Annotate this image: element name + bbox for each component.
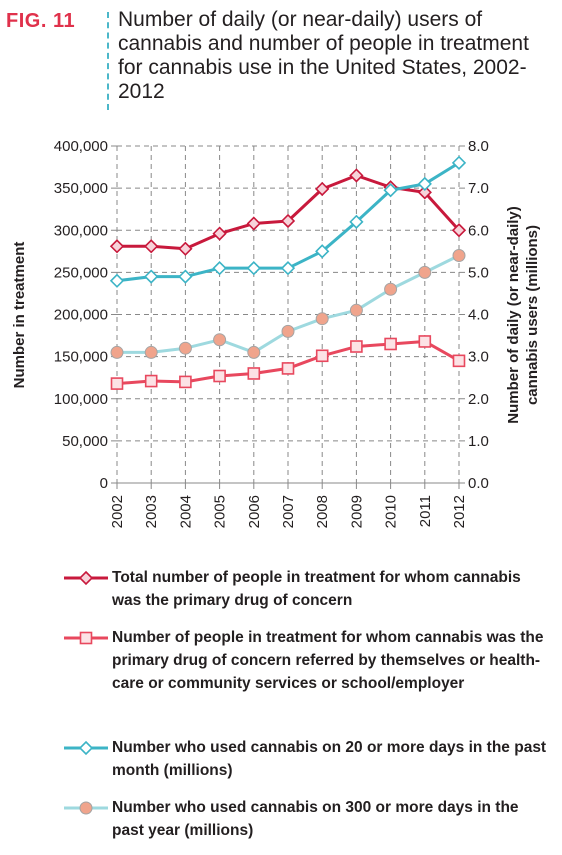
data-point-total-treatment: [349, 168, 364, 183]
y-tick-label: 250,000: [54, 264, 108, 281]
y2-axis-title-line: cannabis users (millions): [524, 225, 541, 405]
data-point-monthly-users: [451, 155, 467, 170]
y2-tick-label: 8.0: [468, 138, 489, 155]
data-point-referred-treatment: [384, 337, 397, 351]
data-point-monthly-users: [315, 244, 330, 259]
data-point-yearly-users: [110, 345, 124, 359]
y-tick-label: 50,000: [62, 433, 108, 450]
data-point-monthly-users: [212, 261, 227, 276]
series-yearly-users: [110, 249, 466, 359]
chart-title: Number of daily (or near-daily) users of…: [118, 8, 529, 103]
x-tick-label: 2003: [143, 495, 160, 528]
tick-labels: 0 0.0 50,000 1.0 100,000 2.0 150,000 3.0 200,000…: [54, 138, 489, 528]
data-point-total-treatment: [109, 239, 125, 254]
data-point-monthly-users: [109, 273, 125, 288]
y-tick-label: 100,000: [54, 391, 108, 408]
data-point-monthly-users: [349, 214, 364, 229]
axes: [111, 145, 465, 489]
x-tick-label: 2002: [109, 495, 126, 528]
title-divider: [107, 12, 109, 110]
x-tick-label: 2012: [451, 495, 468, 528]
y-tick-label: 150,000: [54, 349, 108, 366]
data-point-yearly-users: [247, 345, 261, 359]
legend-swatch-referred-treatment: [64, 631, 108, 645]
legend-label-monthly-users: Number who used cannabis on 20 or more d…: [112, 739, 547, 779]
data-point-yearly-users: [349, 303, 363, 317]
y2-tick-label: 4.0: [468, 307, 489, 324]
data-point-total-treatment: [178, 241, 193, 256]
data-point-referred-treatment: [418, 335, 432, 348]
y-tick-label: 350,000: [54, 180, 108, 197]
y-tick-label: 300,000: [54, 222, 108, 239]
legend-swatch-monthly-users: [64, 740, 108, 756]
legend-marker: [78, 740, 94, 756]
figure-label: FIG. 11: [6, 10, 76, 32]
line-chart: 0 0.0 50,000 1.0 100,000 2.0 150,000 3.0 200,000…: [11, 138, 541, 528]
y2-tick-label: 1.0: [468, 433, 489, 450]
data-point-total-treatment: [315, 181, 330, 197]
legend-label-total-treatment: Total number of people in treatment for …: [112, 569, 521, 609]
x-tick-label: 2006: [246, 495, 263, 528]
data-point-referred-treatment: [110, 377, 124, 390]
series-referred-treatment: [110, 335, 466, 390]
data-point-yearly-users: [281, 324, 295, 338]
data-point-yearly-users: [178, 341, 192, 355]
data-point-monthly-users: [144, 269, 159, 284]
legend-label-yearly-users: Number who used cannabis on 300 or more …: [112, 799, 519, 839]
y2-tick-label: 2.0: [468, 391, 489, 408]
data-point-referred-treatment: [350, 340, 363, 353]
data-point-monthly-users: [417, 176, 432, 192]
y-axis-title: Number in treatment: [11, 242, 28, 389]
data-point-monthly-users: [280, 261, 296, 276]
y2-tick-label: 5.0: [468, 264, 489, 281]
data-point-total-treatment: [451, 223, 467, 238]
data-point-monthly-users: [383, 183, 398, 198]
legend-marker: [78, 570, 94, 586]
x-tick-label: 2008: [314, 495, 331, 528]
data-point-referred-treatment: [315, 349, 329, 363]
x-tick-label: 2005: [212, 495, 229, 528]
data-point-total-treatment: [280, 213, 296, 229]
y-tick-label: 200,000: [54, 307, 108, 324]
data-point-yearly-users: [418, 265, 432, 279]
legend-marker: [79, 801, 93, 815]
data-point-yearly-users: [315, 312, 329, 326]
legend-swatch-yearly-users: [64, 801, 108, 815]
x-tick-label: 2004: [177, 495, 194, 528]
legend-marker: [79, 631, 93, 645]
data-point-referred-treatment: [247, 367, 261, 380]
data-point-referred-treatment: [213, 369, 226, 383]
data-point-referred-treatment: [179, 375, 192, 389]
data-point-monthly-users: [246, 261, 261, 276]
y-tick-label: 0: [100, 475, 108, 492]
data-point-yearly-users: [452, 249, 466, 263]
data-point-total-treatment: [417, 185, 432, 200]
x-tick-label: 2011: [417, 495, 434, 527]
x-tick-label: 2009: [348, 495, 365, 528]
y2-tick-label: 6.0: [468, 222, 489, 239]
data-point-yearly-users: [384, 282, 398, 296]
y2-tick-label: 7.0: [468, 180, 489, 197]
data-point-total-treatment: [144, 239, 159, 254]
y-tick-label: 400,000: [54, 138, 108, 155]
data-point-yearly-users: [144, 345, 158, 359]
x-tick-label: 2007: [280, 495, 297, 528]
series-lines: [109, 155, 467, 390]
data-point-referred-treatment: [452, 354, 466, 368]
legend-label-referred-treatment: Number of people in treatment for whom c…: [112, 629, 544, 692]
data-point-monthly-users: [178, 269, 193, 284]
x-tick-label: 2010: [383, 495, 400, 528]
data-point-total-treatment: [246, 216, 261, 231]
y2-tick-label: 0.0: [468, 475, 489, 492]
data-point-referred-treatment: [281, 362, 295, 375]
y2-tick-label: 3.0: [468, 349, 489, 366]
series-monthly-users: [109, 155, 467, 288]
grid-lines: [116, 145, 460, 483]
y2-axis-title-line: Number of daily (or near-daily): [505, 206, 522, 424]
y2-axis-title: Number of daily (or near-daily) cannabis …: [505, 206, 541, 424]
legend-swatch-total-treatment: [64, 570, 108, 586]
data-point-total-treatment: [212, 226, 227, 241]
data-point-yearly-users: [213, 333, 227, 347]
data-point-referred-treatment: [144, 374, 158, 388]
